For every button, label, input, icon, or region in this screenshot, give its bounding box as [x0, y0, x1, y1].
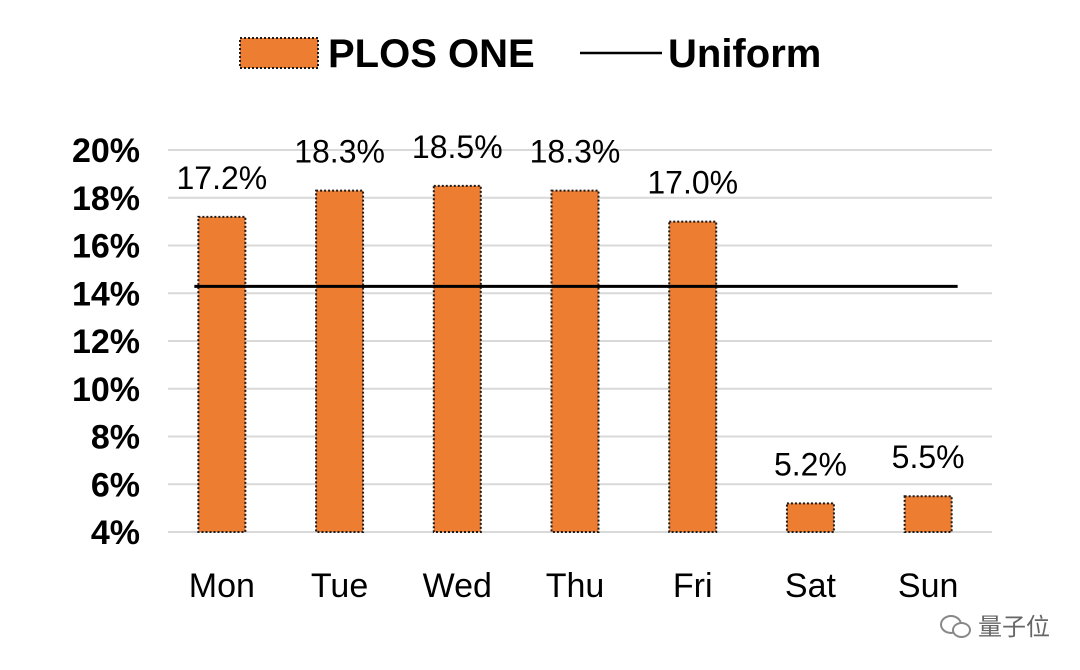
y-tick-label: 6% [91, 466, 140, 504]
x-tick-label: Tue [311, 567, 368, 605]
x-axis: Mon Tue Wed Thu Fri Sat Sun [189, 567, 959, 605]
y-axis: 4% 6% 8% 10% 12% 14% 16% 18% 20% [72, 132, 140, 552]
data-label-thu: 18.3% [530, 134, 621, 170]
data-labels: 17.2% 18.3% 18.5% 18.3% 17.0% 5.2% 5.5% [176, 129, 964, 483]
legend-swatch-plos-one [239, 37, 319, 69]
data-label-mon: 17.2% [176, 160, 267, 196]
y-tick-label: 14% [72, 275, 140, 313]
data-label-wed: 18.5% [412, 129, 503, 165]
y-tick-label: 10% [72, 371, 140, 409]
y-tick-label: 4% [91, 514, 140, 552]
bars [197, 184, 953, 534]
y-tick-label: 18% [72, 180, 140, 218]
x-tick-label: Fri [673, 567, 713, 605]
data-label-fri: 17.0% [647, 165, 738, 201]
watermark: 量子位 [940, 607, 1050, 642]
y-tick-label: 8% [91, 419, 140, 457]
y-tick-label: 20% [72, 132, 140, 170]
bar-tue [315, 189, 365, 533]
x-tick-label: Sun [898, 567, 959, 605]
x-tick-label: Wed [423, 567, 492, 605]
data-label-sat: 5.2% [774, 446, 847, 482]
legend-label-uniform: Uniform [668, 32, 821, 76]
bar-sun [903, 495, 953, 533]
bar-thu [550, 189, 600, 533]
x-tick-label: Thu [546, 567, 605, 605]
x-tick-label: Sat [785, 567, 837, 605]
bar-fri [668, 220, 718, 533]
bar-wed [432, 184, 482, 533]
wechat-icon [940, 613, 971, 638]
data-label-tue: 18.3% [294, 134, 385, 170]
watermark-text: 量子位 [978, 613, 1050, 641]
x-tick-label: Mon [189, 567, 255, 605]
bar-sat [785, 502, 835, 534]
legend: PLOS ONE Uniform [239, 32, 821, 76]
data-label-sun: 5.5% [892, 439, 965, 475]
legend-label-plos-one: PLOS ONE [328, 32, 535, 76]
bar-mon [197, 215, 247, 533]
y-tick-label: 12% [72, 323, 140, 361]
y-tick-label: 16% [72, 228, 140, 266]
